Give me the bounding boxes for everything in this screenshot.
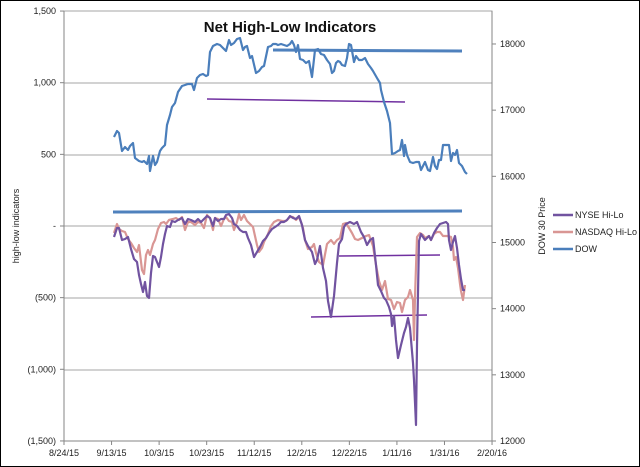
x-tick-label: 11/12/15 [237,448,271,458]
right-tick-label: 18000 [500,39,525,49]
right-tick-label: 13000 [500,370,525,380]
svg-text:DOW: DOW [575,244,598,254]
legend: NYSE Hi-Lo NASDAQ Hi-Lo DOW [553,210,637,254]
x-tick-label: 2/20/16 [477,448,507,458]
legend-item-nasdaq: NASDAQ Hi-Lo [553,227,637,237]
right-tick-label: 12000 [500,436,525,446]
right-tick-label: 14000 [500,304,525,314]
left-tick-label: (1,000) [27,364,56,374]
svg-text:NASDAQ Hi-Lo: NASDAQ Hi-Lo [575,227,637,237]
right-axis-ticks: 18000 17000 16000 15000 14000 13000 12000 [492,39,525,446]
right-tick-label: 15000 [500,237,525,247]
x-axis-ticks: 8/24/15 9/13/15 10/3/15 10/23/15 11/12/15 12/… [49,441,507,458]
right-tick-label: 17000 [500,105,525,115]
x-tick-label: 9/13/15 [97,448,127,458]
purple-trendline-upper [206,98,406,103]
chart-title: Net High-Low Indicators [204,19,377,36]
left-tick-label: (500) [35,293,56,303]
x-tick-label: 1/31/16 [429,448,459,458]
x-tick-label: 10/3/15 [144,448,174,458]
left-axis-ticks: 1,500 1,000 500 - (500) (1,000) (1,500) [27,6,64,446]
x-tick-label: 8/24/15 [49,448,79,458]
left-axis-label: high-low indicators [11,188,21,263]
left-tick-label: 1,500 [33,6,56,16]
legend-item-dow: DOW [553,244,598,254]
right-axis-label: DOW 30 Price [537,197,547,255]
nasdaq-hilo-line [112,212,467,342]
x-tick-label: 1/11/16 [382,448,411,458]
legend-item-nyse: NYSE Hi-Lo [553,210,624,220]
dow-line [113,36,468,175]
left-tick-label: - [53,221,56,231]
trendlines [112,48,463,318]
x-tick-label: 12/22/15 [332,448,367,458]
purple-trendline-lower [310,314,428,318]
dow-trendline-high [272,48,463,53]
left-tick-label: 500 [41,149,56,159]
purple-trendline-mid [338,254,441,257]
gridlines [64,82,492,371]
dow-trendline-low [112,209,463,214]
x-tick-label: 10/23/15 [189,448,224,458]
left-tick-label: 1,000 [33,78,56,88]
left-tick-label: (1,500) [27,436,56,446]
nyse-hilo-line [112,212,465,427]
svg-text:NYSE Hi-Lo: NYSE Hi-Lo [575,210,624,220]
x-tick-label: 12/2/15 [287,448,317,458]
right-tick-label: 16000 [500,171,525,181]
